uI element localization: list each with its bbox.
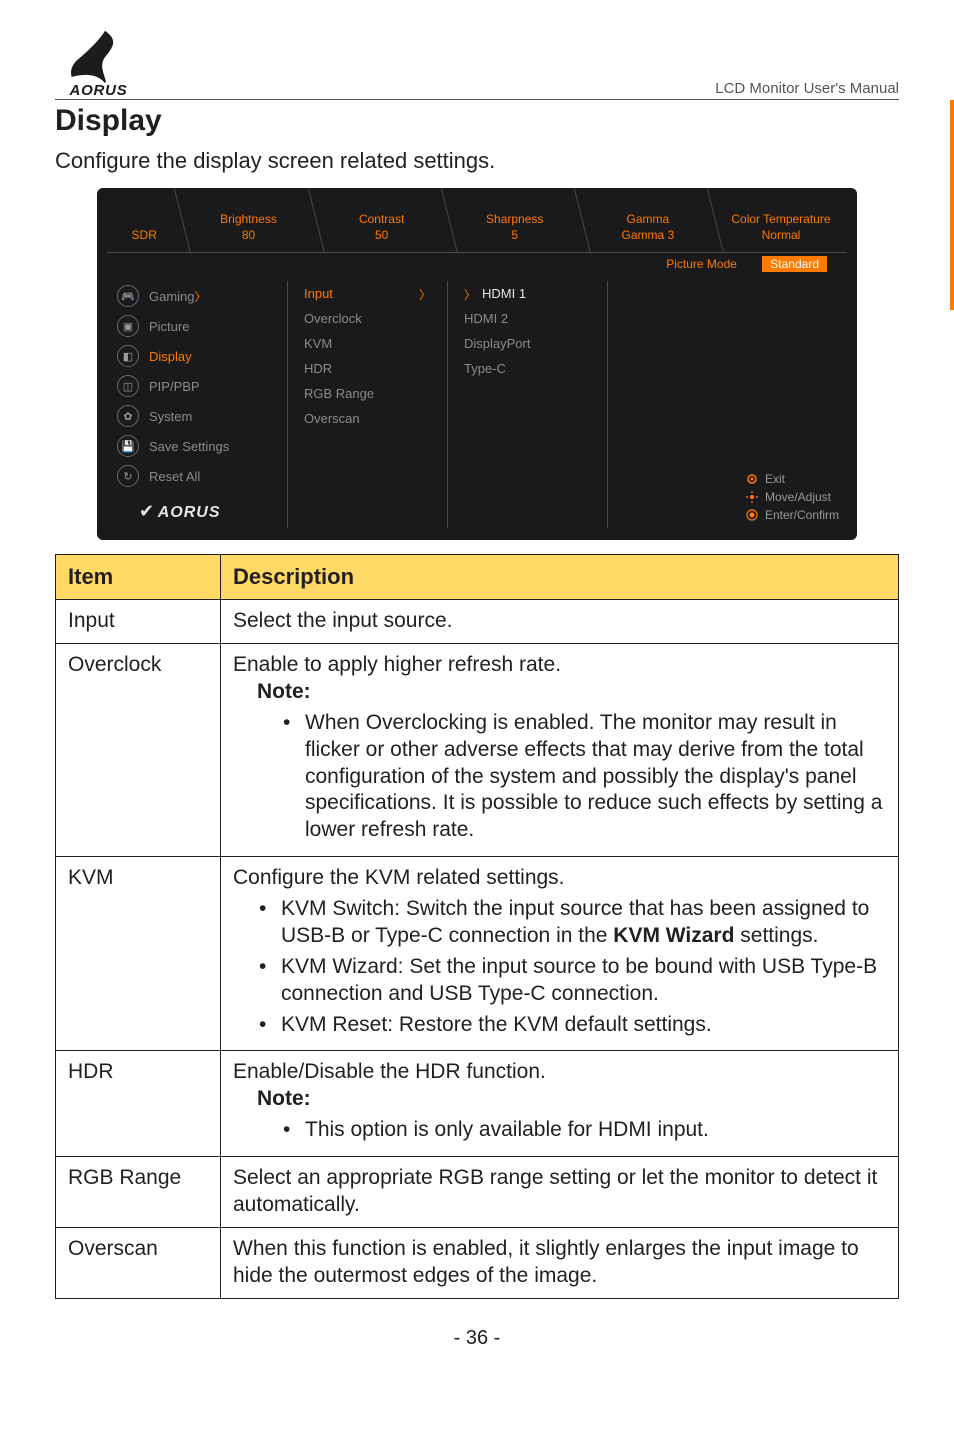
sub-rgb-range[interactable]: RGB Range: [298, 381, 437, 406]
gaming-icon: 🎮: [117, 285, 139, 307]
table-row: RGB Range Select an appropriate RGB rang…: [56, 1157, 899, 1228]
osd-nav-column: 🎮 Gaming 〉 ▣ Picture ◧ Display ◫ PIP/PBP…: [107, 281, 287, 528]
osd-right-column: Exit Move/Adjust Enter/Confirm: [607, 281, 847, 528]
row-kvm-name: KVM: [56, 857, 221, 1051]
list-item: This option is only available for HDMI i…: [305, 1117, 886, 1144]
table-row: Overscan When this function is enabled, …: [56, 1227, 899, 1298]
note-label: Note:: [233, 679, 886, 706]
opt-hdmi1[interactable]: 〉 HDMI 1: [458, 281, 597, 306]
chevron-right-icon: 〉: [419, 286, 431, 303]
nav-system[interactable]: ✿ System: [117, 401, 277, 431]
row-overclock-desc: Enable to apply higher refresh rate. Not…: [221, 644, 899, 857]
row-overscan-desc: When this function is enabled, it slight…: [221, 1227, 899, 1298]
osd-tab-contrast[interactable]: Contrast 50: [318, 212, 446, 252]
picture-icon: ▣: [117, 315, 139, 337]
row-hdr-name: HDR: [56, 1051, 221, 1157]
list-item: KVM Wizard: Set the input source to be b…: [281, 954, 886, 1008]
osd-tab-brightness[interactable]: Brightness 80: [184, 212, 312, 252]
sub-overscan[interactable]: Overscan: [298, 406, 437, 431]
row-input-name: Input: [56, 600, 221, 644]
table-row: KVM Configure the KVM related settings. …: [56, 857, 899, 1051]
display-icon: ◧: [117, 345, 139, 367]
th-item: Item: [56, 555, 221, 600]
aorus-logo: AORUS: [55, 30, 145, 103]
note-label: Note:: [233, 1086, 886, 1113]
row-overscan-name: Overscan: [56, 1227, 221, 1298]
reset-icon: ↻: [117, 465, 139, 487]
nav-display[interactable]: ◧ Display: [117, 341, 277, 371]
osd-panel: SDR Brightness 80 Contrast 50 Sharpness …: [97, 188, 857, 540]
table-header-row: Item Description: [56, 555, 899, 600]
nav-picture[interactable]: ▣ Picture: [117, 311, 277, 341]
page-title: Display: [55, 104, 899, 138]
doc-title: LCD Monitor User's Manual: [715, 80, 899, 97]
list-item: When Overclocking is enabled. The monito…: [305, 710, 886, 844]
osd-tab-colortemp[interactable]: Color Temperature Normal: [717, 212, 845, 252]
save-icon: 💾: [117, 435, 139, 457]
list-item: KVM Reset: Restore the KVM default setti…: [281, 1012, 886, 1039]
row-rgb-desc: Select an appropriate RGB range setting …: [221, 1157, 899, 1228]
table-row: Input Select the input source.: [56, 600, 899, 644]
opt-typec[interactable]: Type-C: [458, 356, 597, 381]
description-table: Item Description Input Select the input …: [55, 554, 899, 1299]
sub-input[interactable]: Input〉: [298, 281, 437, 306]
joystick-press-icon: [745, 508, 759, 522]
pip-icon: ◫: [117, 375, 139, 397]
osd-submenu-1: Input〉 Overclock KVM HDR RGB Range Overs…: [287, 281, 447, 528]
row-hdr-desc: Enable/Disable the HDR function. Note: T…: [221, 1051, 899, 1157]
action-move: Move/Adjust: [745, 488, 839, 506]
opt-hdmi2[interactable]: HDMI 2: [458, 306, 597, 331]
sub-kvm[interactable]: KVM: [298, 331, 437, 356]
osd-tab-gamma[interactable]: Gamma Gamma 3: [584, 212, 712, 252]
osd-tab-sdr[interactable]: SDR: [109, 228, 179, 252]
chevron-right-icon: 〉: [195, 288, 207, 305]
chevron-right-icon: 〉: [464, 286, 476, 303]
page-number: - 36 -: [55, 1327, 899, 1350]
list-item: KVM Switch: Switch the input source that…: [281, 896, 886, 950]
svg-text:AORUS: AORUS: [69, 82, 128, 98]
sub-hdr[interactable]: HDR: [298, 356, 437, 381]
row-kvm-desc: Configure the KVM related settings. KVM …: [221, 857, 899, 1051]
header-rule: [55, 99, 899, 100]
osd-tab-sharpness[interactable]: Sharpness 5: [451, 212, 579, 252]
osd-tabs: SDR Brightness 80 Contrast 50 Sharpness …: [97, 188, 857, 252]
nav-save-settings[interactable]: 💾 Save Settings: [117, 431, 277, 461]
nav-gaming[interactable]: 🎮 Gaming 〉: [117, 281, 277, 311]
page-subtitle: Configure the display screen related set…: [55, 148, 899, 174]
table-row: Overclock Enable to apply higher refresh…: [56, 644, 899, 857]
joystick-move-icon: [745, 490, 759, 504]
row-rgb-name: RGB Range: [56, 1157, 221, 1228]
row-input-desc: Select the input source.: [221, 600, 899, 644]
gear-icon: ✿: [117, 405, 139, 427]
opt-displayport[interactable]: DisplayPort: [458, 331, 597, 356]
page-header: AORUS LCD Monitor User's Manual: [55, 30, 899, 103]
osd-brand-logo: ✔ AORUS: [117, 491, 277, 528]
row-overclock-name: Overclock: [56, 644, 221, 857]
joystick-icon: [745, 472, 759, 486]
action-exit: Exit: [745, 470, 839, 488]
sub-overclock[interactable]: Overclock: [298, 306, 437, 331]
th-desc: Description: [221, 555, 899, 600]
nav-reset-all[interactable]: ↻ Reset All: [117, 461, 277, 491]
osd-submenu-2: 〉 HDMI 1 HDMI 2 DisplayPort Type-C: [447, 281, 607, 528]
table-row: HDR Enable/Disable the HDR function. Not…: [56, 1051, 899, 1157]
osd-actions: Exit Move/Adjust Enter/Confirm: [745, 470, 839, 524]
nav-pip-pbp[interactable]: ◫ PIP/PBP: [117, 371, 277, 401]
action-enter: Enter/Confirm: [745, 506, 839, 524]
osd-picture-mode: Picture Mode Standard: [97, 253, 857, 275]
